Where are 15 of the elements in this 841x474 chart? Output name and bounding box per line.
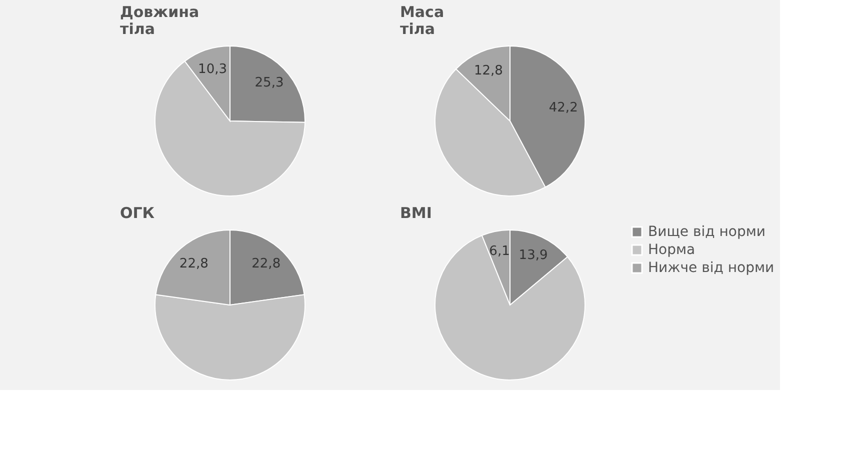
legend-label: Вище від норми [648,224,766,240]
data-label: 12,8 [474,63,503,78]
data-label: 10,3 [198,62,227,77]
chart-title: ОГК [120,204,156,222]
data-label: 13,9 [518,248,548,264]
legend-label: Норма [648,242,696,258]
data-label: 42,2 [548,100,578,116]
data-label: 22,8 [179,256,208,272]
chart-title: Довжина тіла [120,3,200,38]
data-label: 6,1 [489,244,510,260]
chart-title: Маса тіла [400,3,444,38]
legend-label: Нижче від норми [648,260,774,276]
data-label: 22,8 [252,256,281,272]
data-label: 25,3 [254,75,284,90]
chart-title: BMI [400,204,432,222]
